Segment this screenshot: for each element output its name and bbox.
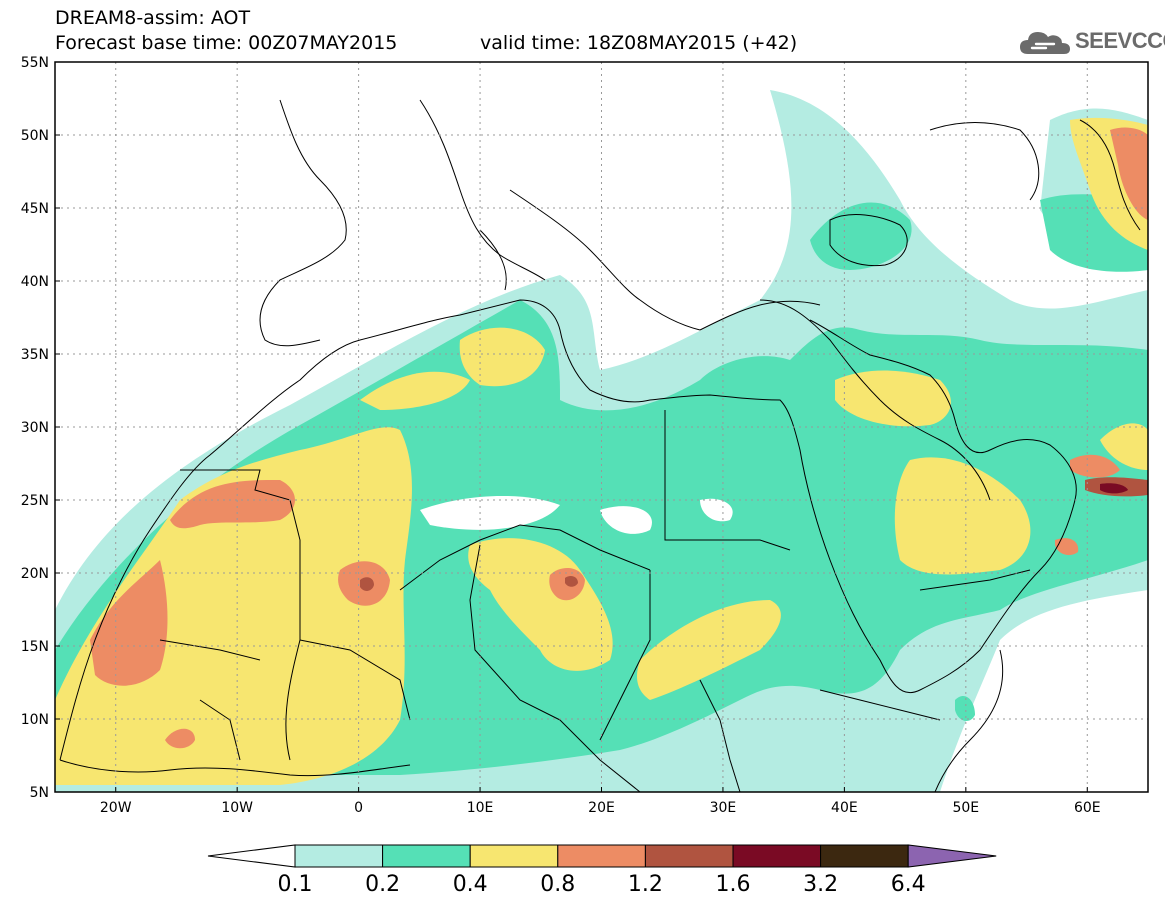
lat-label: 45N [21, 201, 49, 217]
lat-label: 30N [21, 420, 49, 436]
lat-label: 20N [21, 566, 49, 582]
chart-title: DREAM8-assim: AOT [55, 7, 251, 29]
lat-label: 15N [21, 639, 49, 655]
colorbar-level-label: 1.2 [628, 872, 663, 897]
colorbar-segment [644, 844, 734, 868]
colorbar-level-label: 0.1 [278, 872, 313, 897]
lat-label: 35N [21, 347, 49, 363]
lon-label: 20W [100, 800, 132, 816]
lon-label: 60E [1074, 800, 1101, 816]
lon-label: 30E [710, 800, 737, 816]
colorbar-segment [469, 844, 559, 868]
lat-label: 5N [30, 785, 49, 801]
lon-label: 10E [467, 800, 494, 816]
colorbar-level-label: 0.8 [540, 872, 575, 897]
colorbar-segment [557, 844, 646, 868]
colorbar-level-label: 0.4 [453, 872, 488, 897]
colorbar-segment [382, 844, 471, 868]
aot-band-1-2 [360, 477, 1148, 591]
lon-label: 20E [588, 800, 615, 816]
lon-label: 0 [354, 800, 363, 816]
aot-gap [420, 495, 733, 534]
lat-label: 55N [21, 55, 49, 71]
valid-time: valid time: 18Z08MAY2015 (+42) [480, 32, 798, 54]
aot-band-1-6 [1100, 483, 1128, 494]
gridlines [55, 62, 1148, 792]
colorbar-overflow [907, 844, 997, 868]
cloud-icon [1020, 32, 1070, 54]
lon-label: 40E [831, 800, 858, 816]
lat-label: 40N [21, 274, 49, 290]
colorbar-segment [294, 844, 384, 868]
longitude-labels: 20W 10W 0 10E 20E 30E 40E 50E 60E [100, 787, 1101, 816]
colorbar-labels: 0.1 0.2 0.4 0.8 1.2 1.6 3.2 6.4 [278, 872, 926, 897]
latitude-labels: 55N 50N 45N 40N 35N 30N 25N 20N 15N 10N 5N [21, 55, 60, 801]
coastlines [59, 99, 1141, 792]
lat-label: 10N [21, 712, 49, 728]
colorbar-level-label: 6.4 [891, 872, 926, 897]
seevccc-logo: SEEVCCC [1018, 26, 1165, 58]
forecast-base-time: Forecast base time: 00Z07MAY2015 [55, 32, 398, 54]
aot-band-0-4 [55, 117, 1148, 785]
colorbar-segment [732, 844, 822, 868]
colorbar-segment [820, 844, 909, 868]
colorbar-underflow [207, 844, 296, 868]
lat-label: 25N [21, 493, 49, 509]
colorbar [207, 844, 997, 868]
colorbar-level-label: 0.2 [365, 872, 400, 897]
lat-label: 50N [21, 128, 49, 144]
lon-label: 50E [952, 800, 979, 816]
colorbar-level-label: 3.2 [803, 872, 838, 897]
colorbar-level-label: 1.6 [716, 872, 751, 897]
logo-text: SEEVCCC [1075, 28, 1165, 53]
lon-label: 10W [221, 800, 253, 816]
